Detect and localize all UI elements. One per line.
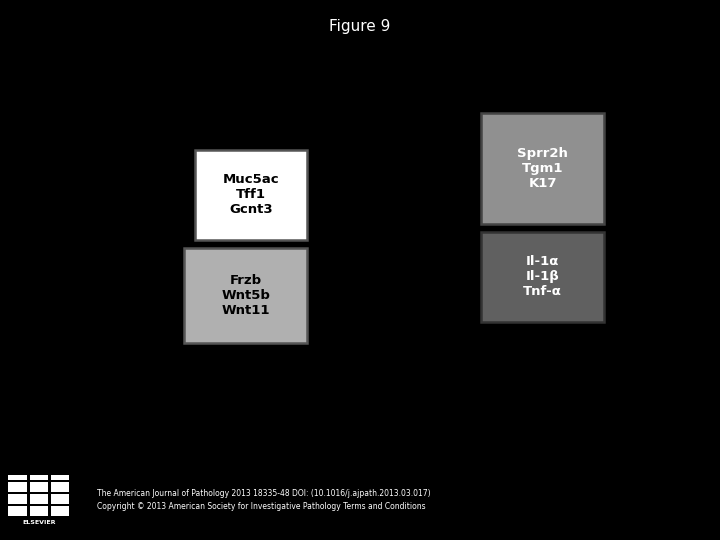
- Text: ELSEVIER: ELSEVIER: [23, 520, 56, 525]
- FancyBboxPatch shape: [51, 482, 69, 492]
- FancyBboxPatch shape: [184, 248, 307, 342]
- Text: Sprr2h
Tgm1
K17: Sprr2h Tgm1 K17: [517, 147, 568, 190]
- FancyBboxPatch shape: [51, 506, 69, 516]
- FancyBboxPatch shape: [30, 470, 48, 480]
- FancyBboxPatch shape: [9, 494, 27, 504]
- FancyBboxPatch shape: [30, 494, 48, 504]
- FancyBboxPatch shape: [195, 150, 307, 240]
- Text: C: C: [467, 97, 477, 111]
- Text: Muc5ac
Tff1
Gcnt3: Muc5ac Tff1 Gcnt3: [223, 173, 279, 217]
- Text: The American Journal of Pathology 2013 18335-48 DOI: (10.1016/j.ajpath.2013.03.0: The American Journal of Pathology 2013 1…: [97, 489, 431, 498]
- Text: Spdef: Spdef: [325, 281, 402, 305]
- Text: D: D: [465, 215, 477, 230]
- Text: A: A: [180, 133, 191, 147]
- FancyBboxPatch shape: [51, 470, 69, 480]
- FancyBboxPatch shape: [30, 506, 48, 516]
- Text: Figure 9: Figure 9: [329, 19, 391, 34]
- FancyBboxPatch shape: [9, 470, 27, 480]
- Text: Epithelial
Homeostasis: Epithelial Homeostasis: [309, 429, 418, 462]
- FancyBboxPatch shape: [9, 506, 27, 516]
- Text: Frzb
Wnt5b
Wnt11: Frzb Wnt5b Wnt11: [221, 274, 270, 317]
- Text: Copyright © 2013 American Society for Investigative Pathology Terms and Conditio: Copyright © 2013 American Society for In…: [97, 502, 426, 511]
- FancyBboxPatch shape: [51, 494, 69, 504]
- FancyBboxPatch shape: [481, 113, 604, 224]
- Text: Wet-surfaced
mucosal epithelium: Wet-surfaced mucosal epithelium: [125, 106, 277, 136]
- FancyBboxPatch shape: [30, 482, 48, 492]
- FancyBboxPatch shape: [9, 482, 27, 492]
- FancyBboxPatch shape: [481, 232, 604, 322]
- Text: Il-1α
Il-1β
Tnf-α: Il-1α Il-1β Tnf-α: [523, 255, 562, 299]
- Text: B: B: [169, 232, 179, 246]
- Text: Dry eye disease and
Inflammation: Dry eye disease and Inflammation: [485, 77, 644, 107]
